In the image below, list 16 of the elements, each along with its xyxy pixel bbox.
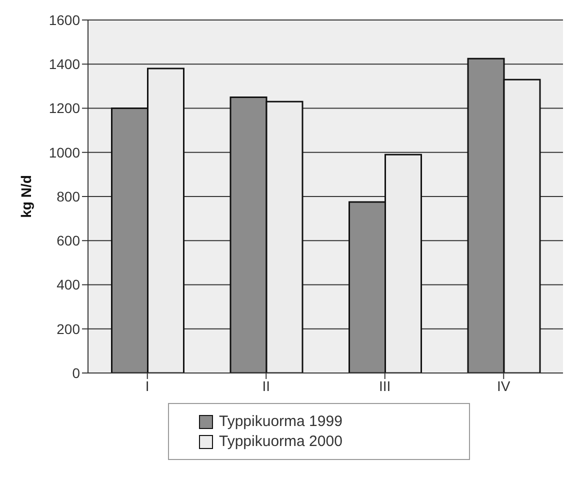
x-tick-label: II: [262, 378, 270, 394]
y-axis-title: kg N/d: [18, 175, 34, 218]
y-tick-label: 1400: [48, 56, 80, 72]
legend-label: Typpikuorma 2000: [219, 433, 342, 450]
y-tick-label: 200: [56, 320, 80, 337]
y-tick-label: 600: [56, 232, 80, 249]
y-tick-label: 1000: [48, 144, 80, 160]
x-tick-label: IV: [497, 378, 511, 394]
y-tick-label: 1600: [48, 12, 80, 28]
y-tick-label: 800: [56, 188, 80, 204]
y-tick-label: 400: [56, 276, 80, 293]
y-tick-label: 0: [72, 364, 80, 381]
y-tick-label: 1200: [48, 100, 80, 116]
x-tick-label: I: [145, 378, 150, 394]
legend-label: Typpikuorma 1999: [219, 413, 342, 430]
x-tick-label: III: [379, 378, 391, 394]
